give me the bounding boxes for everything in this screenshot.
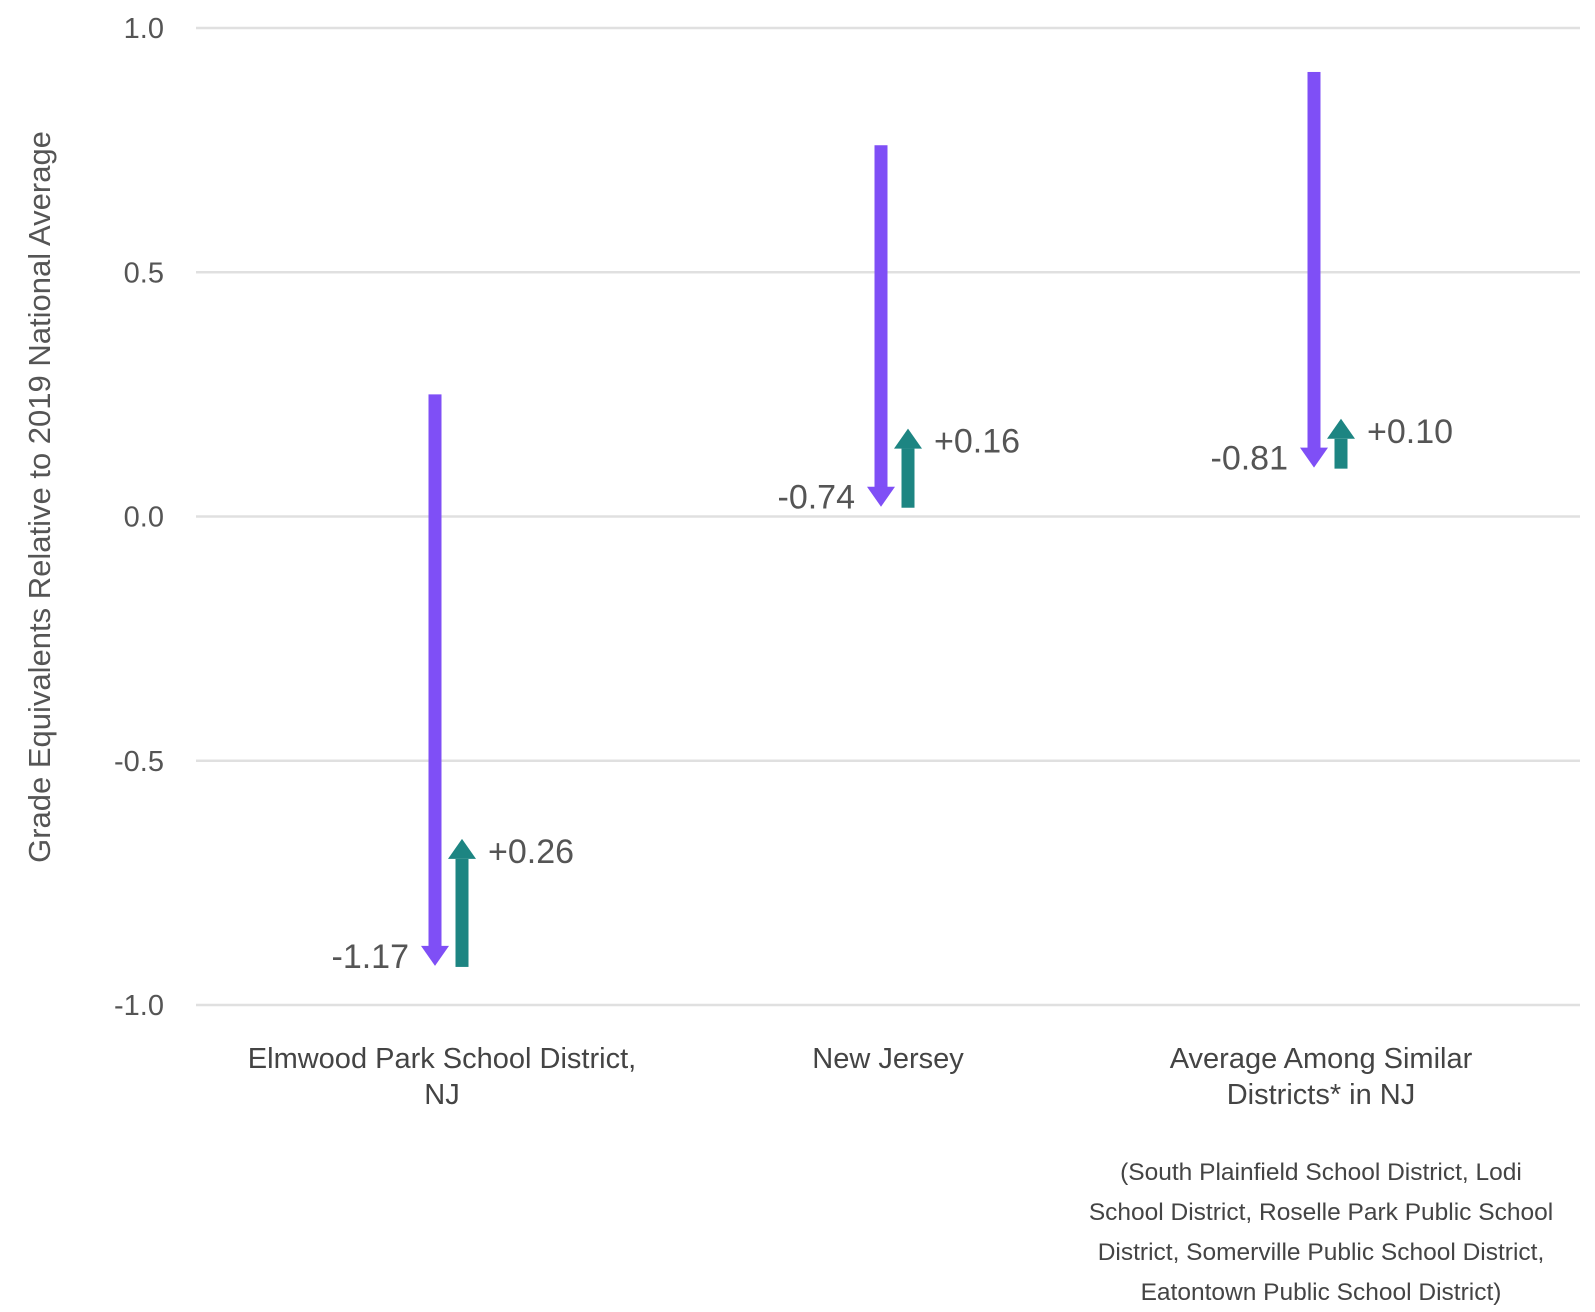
decline-value-label: -0.74 <box>778 479 856 517</box>
arrows <box>421 71 1355 967</box>
y-axis-ticks: 1.0 0.5 0.0 -0.5 -1.0 <box>114 13 164 1022</box>
recovery-arrow-head <box>448 838 476 859</box>
recovery-arrow-shaft <box>901 448 915 508</box>
footnote-line: District, Somerville Public School Distr… <box>1098 1239 1545 1266</box>
recovery-arrow-head <box>894 428 922 449</box>
y-tick-label: 0.0 <box>124 502 164 534</box>
recovery-arrow <box>1327 418 1355 469</box>
footnote-line: School District, Roselle Park Public Sch… <box>1089 1199 1553 1226</box>
decline-arrow-shaft <box>874 145 888 488</box>
y-axis-title: Grade Equivalents Relative to 2019 Natio… <box>22 131 57 863</box>
category-labels: Elmwood Park School District, NJ New Jerse… <box>248 1043 1473 1111</box>
y-tick-label: -0.5 <box>114 746 164 778</box>
recovery-value-label: +0.16 <box>934 423 1020 461</box>
footnote-line: (South Plainfield School District, Lodi <box>1120 1159 1522 1186</box>
recovery-arrow-shaft <box>1334 438 1348 469</box>
decline-value-label: -0.81 <box>1211 440 1289 478</box>
x-category-label: New Jersey <box>812 1043 964 1075</box>
decline-arrow-head <box>867 486 895 507</box>
recovery-arrow-shaft <box>455 858 469 967</box>
decline-arrow <box>867 145 895 507</box>
x-category-label: Districts* in NJ <box>1227 1079 1416 1111</box>
x-category-label: Average Among Similar <box>1170 1043 1473 1075</box>
recovery-value-label: +0.10 <box>1367 413 1453 451</box>
y-tick-label: -1.0 <box>114 990 164 1022</box>
y-tick-label: 1.0 <box>124 13 164 45</box>
decline-arrow-head <box>421 945 449 966</box>
x-category-label: Elmwood Park School District, <box>248 1043 636 1075</box>
recovery-arrow-head <box>1327 418 1355 439</box>
decline-value-label: -1.17 <box>332 938 410 976</box>
recovery-value-label: +0.26 <box>488 833 574 871</box>
recovery-arrow <box>894 428 922 508</box>
recovery-arrow <box>448 838 476 967</box>
decline-arrow-head <box>1300 447 1328 468</box>
decline-arrow <box>1300 71 1328 468</box>
footnote: (South Plainfield School District, Lodi S… <box>1089 1159 1553 1306</box>
decline-arrow-shaft <box>1307 71 1321 449</box>
y-tick-label: 0.5 <box>124 257 164 289</box>
decline-arrow <box>421 394 449 966</box>
value-labels: -1.17 -0.74 -0.81 +0.26 +0.16 +0.10 <box>332 413 1454 976</box>
footnote-line: Eatontown Public School District) <box>1141 1279 1502 1306</box>
x-category-label: NJ <box>424 1079 459 1111</box>
gridlines <box>196 26 1580 1007</box>
decline-arrow-shaft <box>428 394 442 947</box>
